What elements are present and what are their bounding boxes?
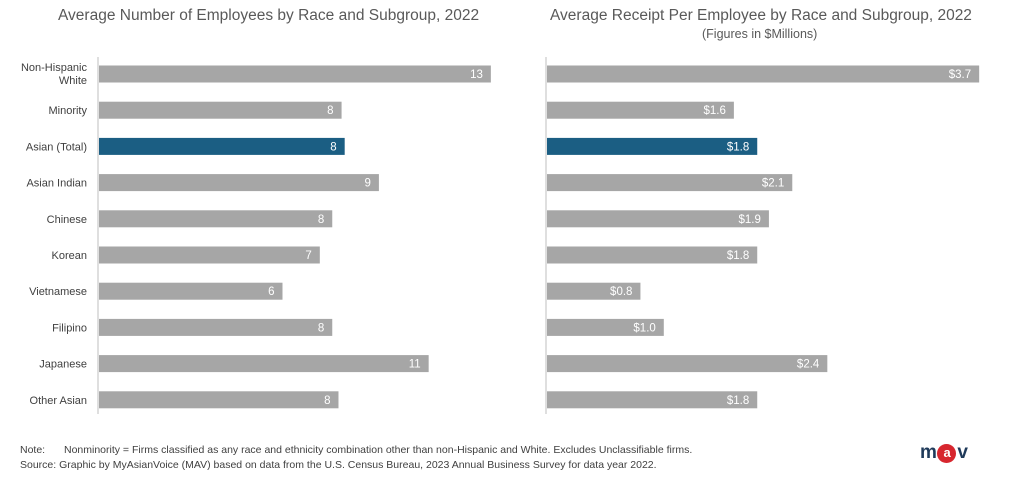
data-label: 11 [409,359,421,371]
bar [99,391,339,409]
bar [99,282,283,300]
bar [99,65,491,83]
chart-title-employees: Average Number of Employees by Race and … [58,7,480,24]
bar [547,210,769,228]
data-label: 8 [327,105,333,117]
chart-subtitle-receipts: (Figures in $Millions) [702,27,818,41]
data-label: 8 [330,141,336,153]
data-label: $1.8 [727,395,749,407]
logo-letter-a: a [937,443,957,463]
bar [99,318,333,336]
bar-highlight [547,137,758,155]
logo-letter-v: v [957,442,968,463]
bar-highlight [99,137,345,155]
bar [547,174,793,192]
bar [547,318,664,336]
bar [547,282,641,300]
data-label: 8 [318,322,324,334]
data-label: $2.4 [797,359,820,371]
data-label: $1.8 [727,141,749,153]
footer-note-text: Nonminority = Firms classified as any ra… [64,444,693,456]
data-label: $2.1 [762,178,784,190]
data-label: $1.6 [703,105,725,117]
data-label: 9 [364,178,370,190]
bar [99,101,342,119]
bar [547,65,980,83]
data-label: 7 [305,250,311,262]
category-label: Asian (Total) [26,141,87,153]
data-label: 6 [268,286,274,298]
data-label: $0.8 [610,286,632,298]
data-label: $1.0 [633,322,655,334]
category-label: Chinese [47,214,87,226]
bar [99,174,379,192]
chart-title-receipts: Average Receipt Per Employee by Race and… [550,7,972,24]
bar [547,391,758,409]
data-label: 8 [318,214,324,226]
category-label: Minority [48,105,87,117]
data-label: 8 [324,395,330,407]
bar-charts: Non-Hispanic White Minority Asian (Total) As… [21,57,980,414]
data-label: 13 [470,69,483,81]
bar [99,210,333,228]
category-label: Non-Hispanic White [21,62,88,87]
logo-letter-m: m [920,442,937,463]
bar [547,246,758,264]
footer-note: Note: Nonminority = Firms classified as a… [20,444,692,456]
bar [547,101,734,119]
category-label: Other Asian [30,395,87,407]
category-label: Vietnamese [29,286,87,298]
category-label: Korean [52,250,87,262]
category-label: Japanese [39,359,87,371]
bar [547,355,828,373]
bar [99,355,429,373]
category-label: Filipino [52,322,87,334]
footer-note-label: Note: [20,444,46,456]
data-label: $1.8 [727,250,749,262]
data-label: $3.7 [949,69,971,81]
footer-source: Source: Graphic by MyAsianVoice (MAV) ba… [20,459,657,471]
category-label: Asian Indian [26,178,87,190]
bar [99,246,320,264]
data-label: $1.9 [739,214,761,226]
